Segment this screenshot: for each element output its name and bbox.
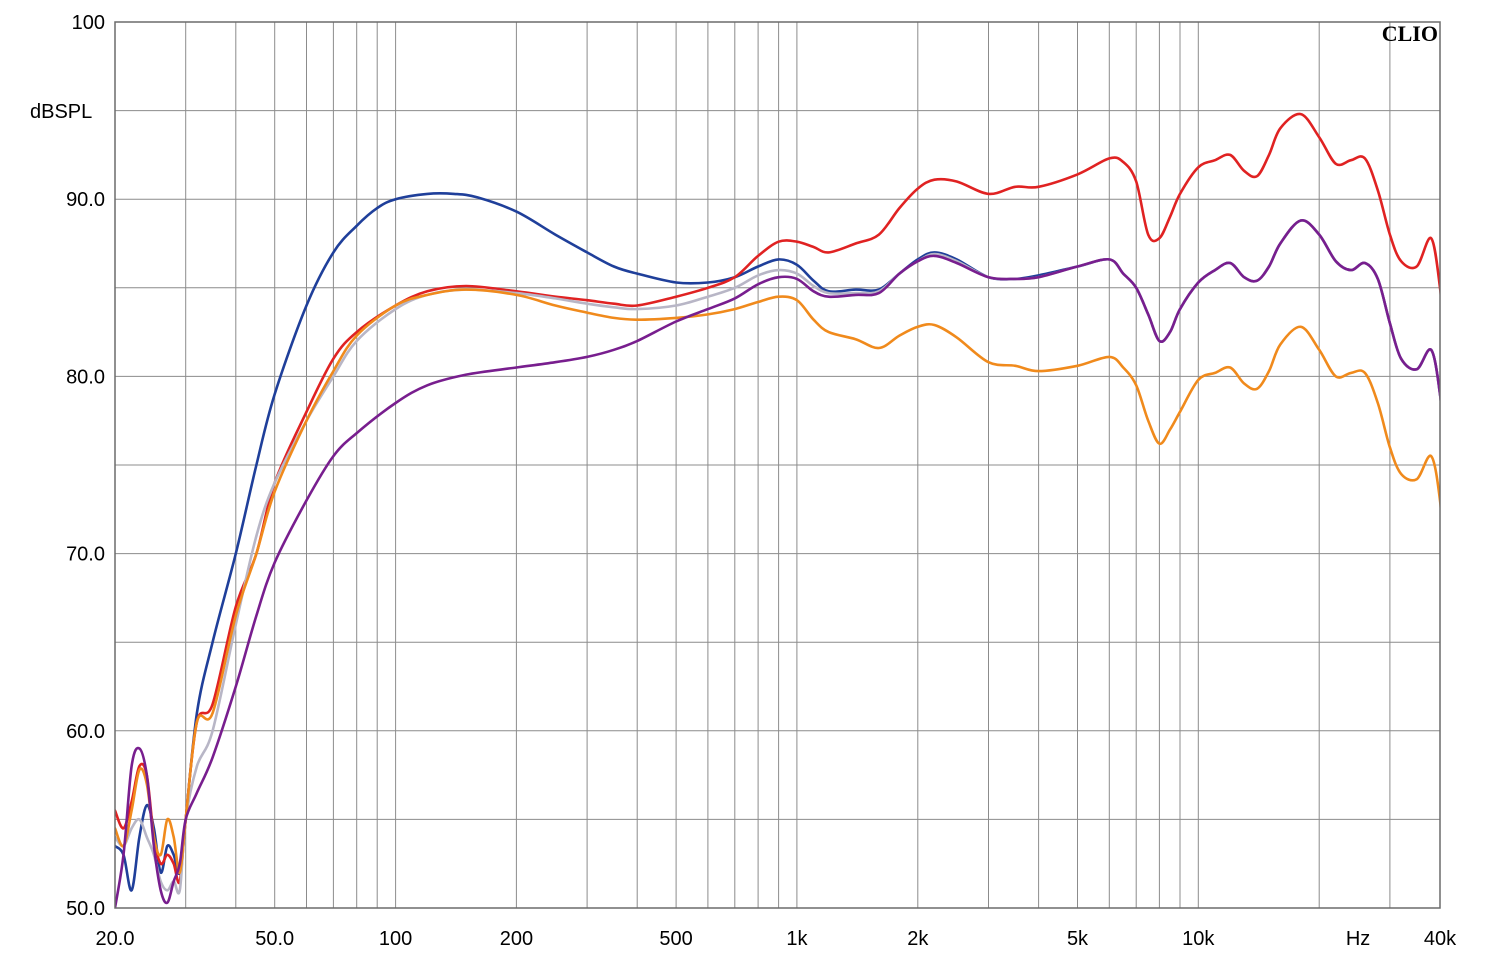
y-tick-label: 80.0 [66, 366, 105, 388]
y-axis-label: dBSPL [30, 101, 92, 123]
x-tick-label: 100 [379, 928, 412, 950]
y-tick-label: 50.0 [66, 898, 105, 920]
x-tick-label: 500 [659, 928, 692, 950]
x-tick-label: 10k [1182, 928, 1215, 950]
x-tick-label: 2k [907, 928, 929, 950]
tick-labels: 20.0 50.0 100 200 500 1k 2k 5k 10k 40k Hz 100 90.0 80… [66, 12, 1457, 950]
plot-frame [114, 21, 1441, 909]
y-tick-label: 60.0 [66, 721, 105, 743]
x-tick-label: 5k [1067, 928, 1089, 950]
y-tick-label: 70.0 [66, 544, 105, 566]
series-line-4 [115, 288, 1440, 874]
series-line-5 [115, 219, 1440, 908]
x-axis-unit-label: Hz [1346, 928, 1370, 950]
series-group [115, 112, 1440, 908]
x-tick-label: 200 [500, 928, 533, 950]
x-tick-label: 1k [786, 928, 808, 950]
x-tick-label: 20.0 [96, 928, 135, 950]
clio-brand-label: CLIO [1382, 21, 1438, 46]
grid [115, 22, 1440, 908]
series-line-2 [115, 112, 1440, 885]
y-tick-label: 100 [72, 12, 105, 34]
x-tick-label: 50.0 [255, 928, 294, 950]
y-tick-label: 90.0 [66, 189, 105, 211]
x-tick-label: 40k [1424, 928, 1457, 950]
